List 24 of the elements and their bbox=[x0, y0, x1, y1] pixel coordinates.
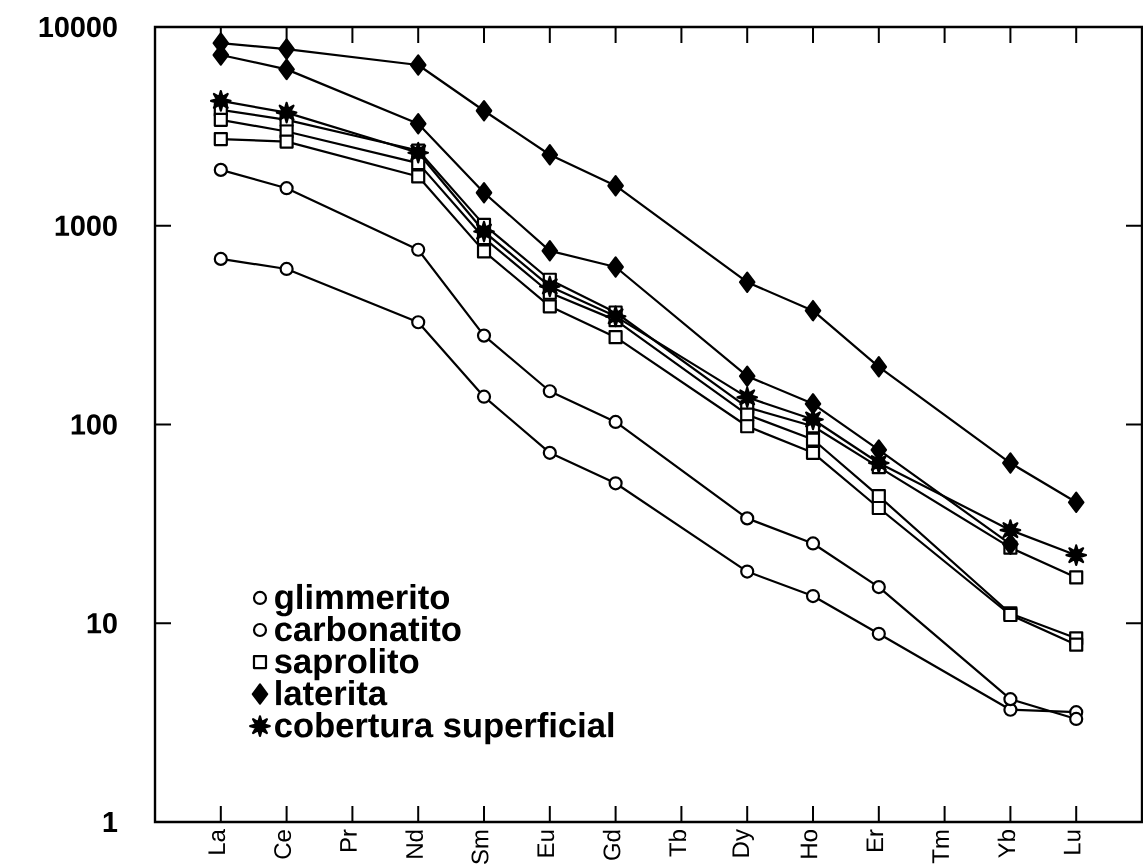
y-tick-label: 1 bbox=[103, 812, 118, 832]
x-tick-label: Er bbox=[866, 829, 884, 852]
y-tick-label: 1000 bbox=[55, 215, 117, 236]
legend-label: laterita bbox=[276, 680, 388, 706]
x-tick-label: Eu bbox=[537, 830, 555, 857]
x-tick-label: Nd bbox=[405, 830, 424, 858]
y-tick-label: 100 bbox=[71, 414, 117, 435]
x-tick-label: Gd bbox=[602, 830, 621, 860]
x-tick-label: Tb bbox=[668, 830, 687, 857]
x-tick-label: Yb bbox=[997, 830, 1016, 858]
x-tick-label: Tm bbox=[932, 830, 949, 864]
x-tick-label: La bbox=[208, 829, 226, 854]
y-tick-label: 10000 bbox=[39, 16, 117, 38]
legend-label: glimmerito bbox=[275, 583, 450, 617]
legend-label: carbonatito bbox=[275, 615, 461, 642]
x-tick-label: Sm bbox=[471, 830, 489, 864]
x-tick-label: Lu bbox=[1063, 830, 1081, 854]
y-tick-label: 10 bbox=[87, 613, 117, 634]
x-tick-label: Ce bbox=[274, 830, 292, 859]
legend-label: saprolito bbox=[274, 648, 419, 681]
x-tick-label: Ho bbox=[800, 830, 818, 858]
legend-label: cobertura superficial bbox=[275, 712, 614, 745]
x-tick-label: Dy bbox=[732, 829, 754, 857]
x-tick-label: Pr bbox=[340, 829, 357, 852]
